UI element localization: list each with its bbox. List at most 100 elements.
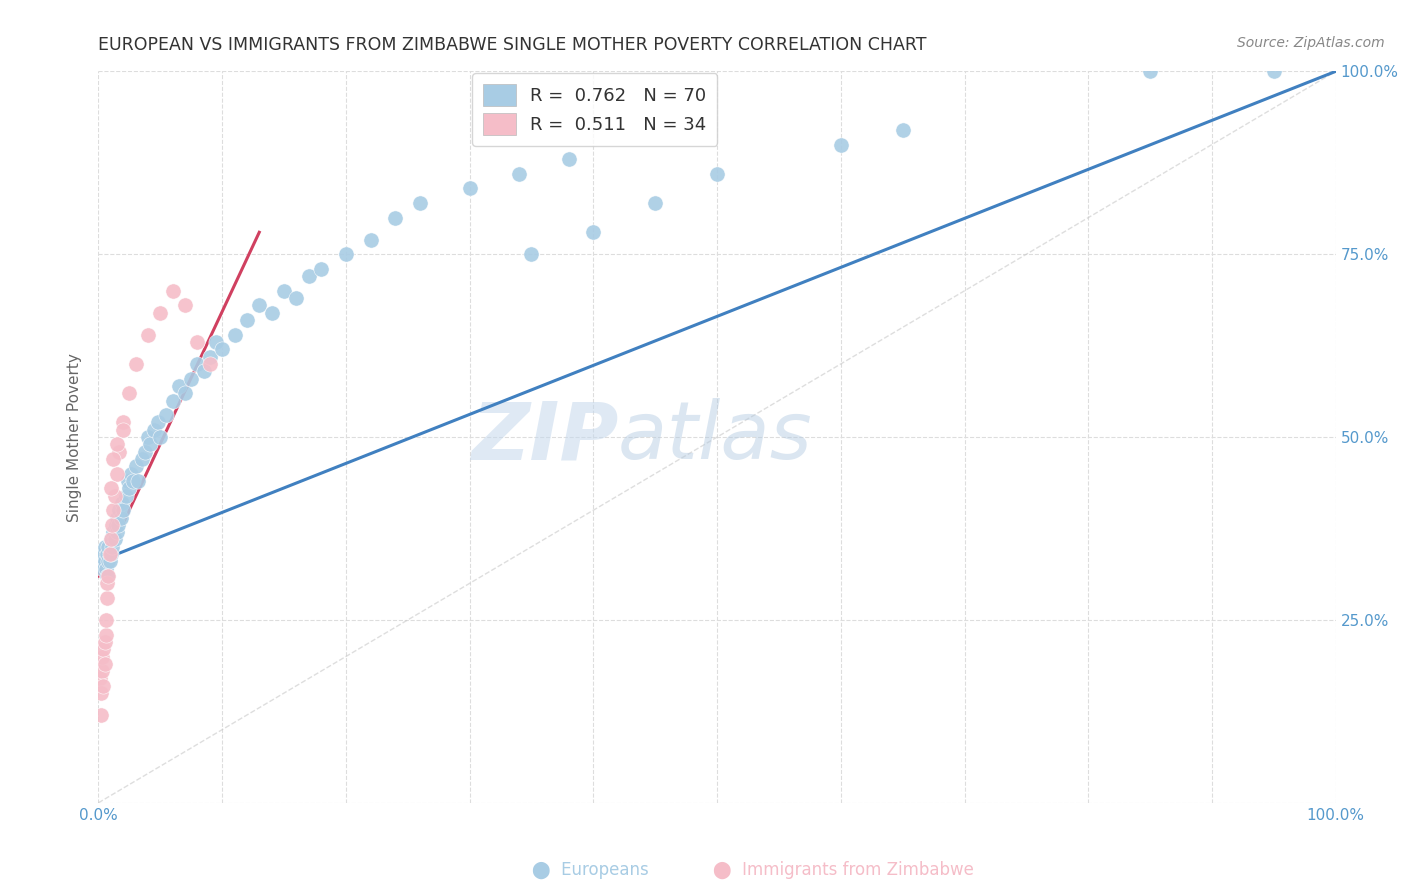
Point — [93, 635, 115, 649]
Point — [112, 423, 135, 437]
Point — [224, 327, 246, 342]
Point — [103, 525, 125, 540]
Point — [93, 657, 115, 671]
Point — [557, 152, 579, 166]
Point — [96, 576, 118, 591]
Point — [103, 533, 125, 547]
Point — [174, 298, 197, 312]
Point — [174, 386, 197, 401]
Point — [103, 452, 125, 467]
Point — [93, 554, 115, 568]
Point — [131, 452, 153, 467]
Point — [93, 562, 115, 576]
Text: Source: ZipAtlas.com: Source: ZipAtlas.com — [1237, 36, 1385, 50]
Point — [198, 357, 221, 371]
Point — [1263, 64, 1285, 78]
Point — [236, 313, 259, 327]
Point — [186, 334, 208, 349]
Point — [155, 408, 177, 422]
Point — [104, 517, 127, 532]
Point — [124, 357, 146, 371]
Point — [309, 261, 332, 276]
Point — [285, 291, 308, 305]
Point — [136, 327, 159, 342]
Point — [193, 364, 215, 378]
Point — [101, 517, 124, 532]
Legend: R =  0.762   N = 70, R =  0.511   N = 34: R = 0.762 N = 70, R = 0.511 N = 34 — [472, 73, 717, 146]
Point — [830, 137, 852, 152]
Point — [91, 649, 114, 664]
Point — [644, 196, 666, 211]
Point — [90, 686, 112, 700]
Text: ZIP: ZIP — [471, 398, 619, 476]
Point — [122, 474, 145, 488]
Point — [167, 379, 190, 393]
Text: EUROPEAN VS IMMIGRANTS FROM ZIMBABWE SINGLE MOTHER POVERTY CORRELATION CHART: EUROPEAN VS IMMIGRANTS FROM ZIMBABWE SIN… — [98, 36, 927, 54]
Point — [162, 284, 184, 298]
Point — [146, 416, 169, 430]
Point — [101, 540, 124, 554]
Point — [100, 533, 122, 547]
Point — [94, 613, 117, 627]
Point — [139, 437, 162, 451]
Point — [205, 334, 228, 349]
Point — [103, 489, 125, 503]
Point — [260, 306, 283, 320]
Point — [134, 444, 156, 458]
Point — [149, 306, 172, 320]
Point — [98, 554, 121, 568]
Point — [100, 481, 122, 495]
Point — [706, 167, 728, 181]
Point — [105, 437, 128, 451]
Point — [198, 350, 221, 364]
Point — [98, 547, 121, 561]
Point — [110, 510, 132, 524]
Point — [582, 225, 605, 239]
Point — [112, 416, 135, 430]
Point — [117, 474, 139, 488]
Point — [97, 554, 120, 568]
Point — [136, 430, 159, 444]
Text: ⬤  Immigrants from Zimbabwe: ⬤ Immigrants from Zimbabwe — [713, 861, 974, 879]
Text: ⬤  Europeans: ⬤ Europeans — [531, 861, 650, 879]
Point — [118, 481, 141, 495]
Point — [384, 211, 406, 225]
Text: atlas: atlas — [619, 398, 813, 476]
Point — [105, 525, 128, 540]
Point — [247, 298, 270, 312]
Point — [94, 562, 117, 576]
Point — [96, 569, 118, 583]
Point — [108, 503, 131, 517]
Point — [273, 284, 295, 298]
Y-axis label: Single Mother Poverty: Single Mother Poverty — [67, 352, 83, 522]
Point — [124, 459, 146, 474]
Point — [118, 386, 141, 401]
Point — [108, 444, 131, 458]
Point — [100, 533, 122, 547]
Point — [891, 123, 914, 137]
Point — [508, 167, 530, 181]
Point — [91, 547, 114, 561]
Point — [107, 517, 129, 532]
Point — [96, 547, 118, 561]
Point — [162, 393, 184, 408]
Point — [149, 430, 172, 444]
Point — [97, 569, 120, 583]
Point — [298, 269, 321, 284]
Point — [100, 547, 122, 561]
Point — [93, 642, 115, 657]
Point — [186, 357, 208, 371]
Point — [458, 181, 481, 195]
Point — [114, 489, 136, 503]
Point — [96, 591, 118, 605]
Point — [360, 233, 382, 247]
Point — [105, 467, 128, 481]
Point — [180, 371, 202, 385]
Point — [103, 503, 125, 517]
Point — [143, 423, 166, 437]
Point — [409, 196, 432, 211]
Point — [97, 540, 120, 554]
Point — [335, 247, 357, 261]
Point — [520, 247, 543, 261]
Point — [93, 540, 115, 554]
